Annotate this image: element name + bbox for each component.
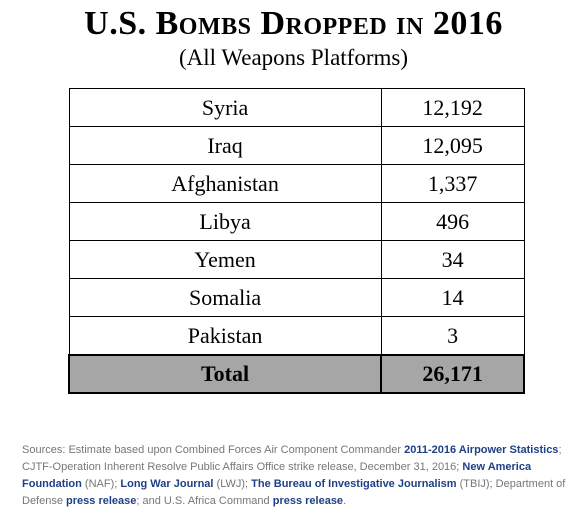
table-row: Pakistan 3 bbox=[68, 316, 525, 356]
bombs-value-cell: 1,337 bbox=[380, 164, 525, 203]
bombs-value-cell: 12,095 bbox=[380, 126, 525, 165]
country-cell: Iraq bbox=[68, 126, 382, 165]
sources-text: ; and U.S. Africa Command bbox=[136, 495, 273, 507]
bombs-value-cell: 496 bbox=[380, 202, 525, 241]
chart-title: U.S. Bombs Dropped in 2016 bbox=[84, 5, 503, 42]
sources-text: Sources: Estimate based upon Combined Fo… bbox=[22, 444, 405, 456]
chart-subtitle: (All Weapons Platforms) bbox=[179, 45, 408, 70]
bombs-value-cell: 34 bbox=[380, 240, 525, 279]
sources-text: (LWJ); bbox=[213, 478, 252, 490]
long-war-journal-link[interactable]: Long War Journal bbox=[120, 478, 214, 490]
bombs-value-cell: 3 bbox=[380, 316, 525, 356]
country-cell: Syria bbox=[68, 88, 382, 127]
bombs-table: Syria 12,192 Iraq 12,095 Afghanistan 1,337 Lib… bbox=[67, 88, 525, 394]
total-value-cell: 26,171 bbox=[380, 354, 525, 394]
table-row: Somalia 14 bbox=[68, 278, 525, 317]
sources-text: (TBIJ); Department of Defense bbox=[22, 478, 566, 507]
total-label-cell: Total bbox=[67, 354, 383, 394]
table-row: Afghanistan 1,337 bbox=[68, 164, 525, 203]
sources-text: . bbox=[343, 495, 347, 507]
sources-text: (NAF); bbox=[81, 478, 121, 490]
bombs-value-cell: 12,192 bbox=[380, 88, 525, 127]
table-row: Yemen 34 bbox=[68, 240, 525, 279]
airpower-statistics-link[interactable]: 2011-2016 Airpower Statistics bbox=[404, 444, 559, 456]
new-america-foundation-link[interactable]: New America Foundation bbox=[22, 461, 532, 490]
country-cell: Pakistan bbox=[68, 316, 382, 356]
total-row: Total 26,171 bbox=[67, 354, 525, 394]
country-cell: Libya bbox=[68, 202, 382, 241]
table-row: Libya 496 bbox=[68, 202, 525, 241]
country-cell: Afghanistan bbox=[68, 164, 382, 203]
bureau-investigative-journalism-link[interactable]: The Bureau of Investigative Journalism bbox=[251, 478, 457, 490]
bombs-value-cell: 14 bbox=[380, 278, 525, 317]
sources-text: ; CJTF-Operation Inherent Resolve Public… bbox=[22, 444, 562, 473]
table-row: Iraq 12,095 bbox=[68, 126, 525, 165]
table-row: Syria 12,192 bbox=[68, 88, 525, 127]
dod-press-release-link[interactable]: press release bbox=[66, 495, 137, 507]
country-cell: Yemen bbox=[68, 240, 382, 279]
table-body: Syria 12,192 Iraq 12,095 Afghanistan 1,337 Lib… bbox=[67, 88, 525, 394]
country-cell: Somalia bbox=[68, 278, 382, 317]
africom-press-release-link[interactable]: press release bbox=[272, 495, 344, 507]
sources-note: Sources: Estimate based upon Combined Fo… bbox=[22, 442, 577, 510]
